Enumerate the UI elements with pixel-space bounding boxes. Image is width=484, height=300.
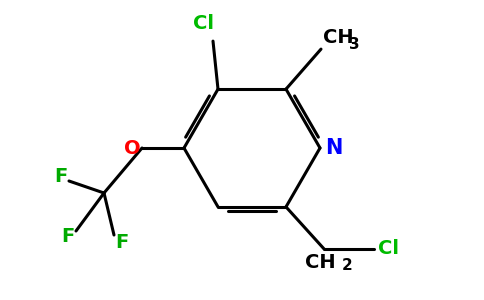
Text: Cl: Cl <box>378 239 399 258</box>
Text: F: F <box>61 227 75 247</box>
Text: CH: CH <box>305 253 335 272</box>
Text: N: N <box>325 138 342 158</box>
Text: O: O <box>124 139 140 158</box>
Text: F: F <box>54 167 68 187</box>
Text: 3: 3 <box>349 37 360 52</box>
Text: CH: CH <box>323 28 354 47</box>
Text: 2: 2 <box>342 258 353 273</box>
Text: Cl: Cl <box>193 14 213 33</box>
Text: F: F <box>115 233 129 253</box>
